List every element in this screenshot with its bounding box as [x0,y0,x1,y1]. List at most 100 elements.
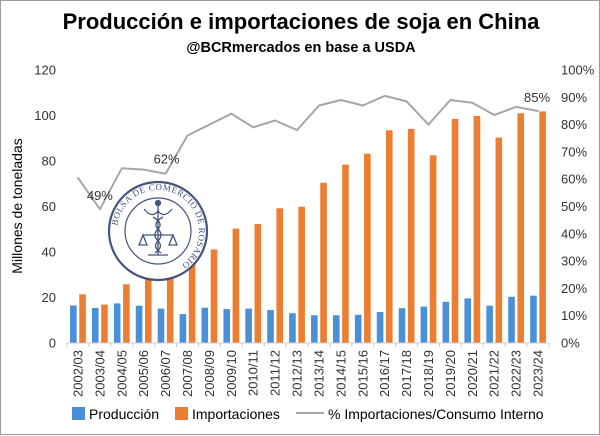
point-importaciones-consumo-interno-2006-07 [164,172,167,175]
y-tick-label: 80 [42,154,56,169]
bar-produccion-2015-16 [354,314,362,343]
bar-importaciones-2015-16 [364,153,371,343]
annotation-label: 62% [154,152,180,167]
x-tick-label: 2012/13 [290,350,305,397]
x-tick-label: 2010/11 [246,350,261,396]
bar-produccion-2019-20 [442,301,450,343]
x-tick-label: 2013/14 [312,350,327,397]
point-importaciones-consumo-interno-2015-16 [361,104,364,107]
x-tick-label: 2022/23 [509,350,524,397]
y-tick-label: 20 [42,290,56,305]
bar-produccion-2020-21 [464,298,472,343]
y-tick-label: 60 [42,199,56,214]
x-tick-label: 2014/15 [333,350,348,397]
y-tick-label: 40 [42,245,56,260]
legend-label-importaciones: Importaciones [192,406,280,422]
bars-group [70,111,546,343]
y2-tick-label: 50% [561,199,587,214]
legend-label-produccion: Producción [89,406,159,422]
bar-produccion-2010-11 [245,308,252,343]
bar-importaciones-2019-20 [451,118,459,343]
x-tick-label: 2015/16 [355,350,370,397]
point-importaciones-consumo-interno-2008-09 [208,123,211,126]
point-importaciones-consumo-interno-2002-03 [77,176,79,179]
bar-produccion-2011-12 [267,310,274,343]
bar-importaciones-2022-23 [517,113,525,343]
bar-produccion-2017-18 [398,308,406,343]
x-tick-label: 2018/19 [421,350,436,397]
bar-produccion-2012-13 [289,313,296,343]
point-importaciones-consumo-interno-2019-20 [449,99,452,101]
point-importaciones-consumo-interno-2009-10 [230,112,233,115]
point-importaciones-consumo-interno-2007-08 [186,134,189,137]
bar-importaciones-2012-13 [298,206,305,343]
x-tick-label: 2002/03 [71,350,86,397]
y2-tick-label: 40% [561,226,587,241]
bar-importaciones-2016-17 [385,130,393,343]
x-tick-label: 2004/05 [114,350,129,397]
point-importaciones-consumo-interno-2014-15 [339,99,342,101]
annotations-group: 49% 62% 85% [87,90,551,203]
line-importaciones-consumo-interno [77,94,539,211]
x-tick-label: 2019/20 [443,350,458,397]
bar-produccion-2004-05 [113,303,121,343]
x-tick-label: 2007/08 [180,350,195,397]
bar-importaciones-2009-10 [232,228,240,343]
bar-produccion-2023-24 [530,295,537,343]
y2-tick-label: 60% [561,172,587,187]
y2-axis-ticks: 0% 10% 20% 30% 40% 50% 60% 70% 80% 90% 100% [561,63,595,351]
y2-tick-label: 90% [561,90,587,105]
bar-importaciones-2023-24 [539,111,546,343]
y-axis-ticks: 0 20 40 60 80 100 120 [34,63,56,351]
point-importaciones-consumo-interno-2018-19 [427,123,430,126]
y-tick-label: 120 [34,63,56,78]
legend-swatch-produccion [72,407,85,420]
bar-importaciones-2002-03 [79,294,86,343]
bar-importaciones-2020-21 [473,115,481,343]
annotation-label: 49% [87,188,113,203]
bar-produccion-2018-19 [420,306,428,343]
bar-produccion-2013-14 [311,315,318,343]
point-importaciones-consumo-interno-2004-05 [120,167,123,170]
bar-produccion-2007-08 [179,314,187,343]
point-importaciones-consumo-interno-2016-17 [383,95,386,97]
x-tick-label: 2008/09 [202,350,217,397]
y2-tick-label: 20% [561,281,587,296]
bar-importaciones-2003-04 [101,304,108,343]
point-importaciones-consumo-interno-2021-22 [493,114,496,116]
x-tick-label: 2021/22 [487,350,502,397]
watermark-seal: BOLSA DE COMERCIO DE ROSARIO [107,180,209,282]
bar-importaciones-2011-12 [276,208,284,343]
y2-tick-label: 100% [561,63,595,78]
bar-produccion-2006-07 [157,308,165,343]
point-importaciones-consumo-interno-2022-23 [515,105,518,108]
point-importaciones-consumo-interno-2013-14 [318,104,320,107]
bar-produccion-2002-03 [70,305,77,343]
bar-produccion-2009-10 [223,309,231,343]
point-importaciones-consumo-interno-2020-21 [471,101,474,104]
x-tick-label: 2003/04 [92,350,107,397]
point-importaciones-consumo-interno-2005-06 [142,168,145,171]
bar-produccion-2014-15 [332,315,340,343]
point-importaciones-consumo-interno-2011-12 [274,119,277,122]
bar-importaciones-2018-19 [429,155,437,343]
bar-produccion-2005-06 [135,305,143,343]
y-tick-label: 100 [34,108,56,123]
chart-title: Producción e importaciones de soja en Ch… [63,9,541,34]
point-importaciones-consumo-interno-2003-04 [98,208,101,211]
y2-tick-label: 80% [561,117,587,132]
chart-subtitle: @BCRmercados en base a USDA [186,40,416,56]
y2-tick-label: 10% [561,308,587,323]
bar-importaciones-2007-08 [188,257,196,343]
legend-label-porcentaje: % Importaciones/Consumo Interno [328,406,544,422]
point-importaciones-consumo-interno-2023-24 [537,110,539,112]
x-tick-label: 2017/18 [399,350,414,397]
bar-importaciones-2014-15 [342,164,349,343]
legend: Producción Importaciones % Importaciones… [72,406,544,422]
legend-swatch-importaciones [175,407,188,420]
seal-inner-ring [124,197,192,265]
bar-importaciones-2004-05 [123,284,130,343]
y2-tick-label: 0% [561,336,580,351]
bar-importaciones-2008-09 [210,249,218,343]
bar-produccion-2003-04 [91,307,99,343]
